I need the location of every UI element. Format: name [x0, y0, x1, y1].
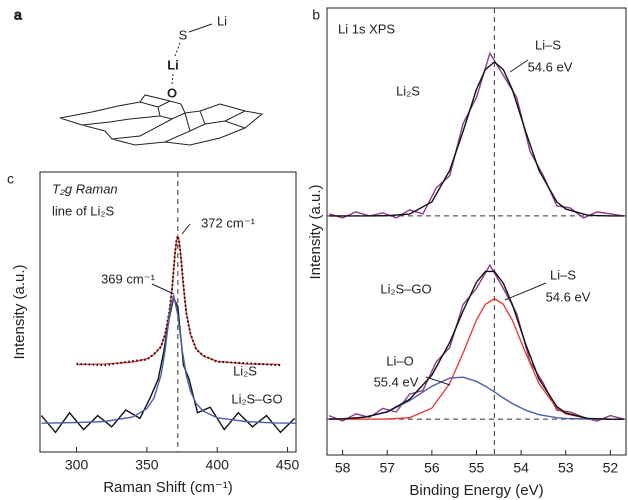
annotation: Li–S: [535, 37, 561, 52]
data-line: [329, 61, 624, 217]
annotation: Li₂S–GO: [231, 391, 282, 406]
plot-frame: [39, 171, 297, 453]
annotation: line of Li₂S: [52, 203, 114, 218]
x-tick-label: 58: [335, 460, 351, 476]
x-tick-label: 54: [513, 460, 529, 476]
data-line: [329, 297, 624, 420]
annotation: 54.6 eV: [546, 289, 591, 304]
x-tick-label: 57: [379, 460, 395, 476]
panel-label: a: [14, 7, 22, 23]
molecule-diagram: a S Li Li O: [14, 6, 264, 146]
panel-label: b: [312, 7, 320, 23]
data-line: [76, 233, 281, 366]
x-tick-label: 55: [469, 460, 485, 476]
bond: [171, 73, 174, 86]
annotation-arrow: [181, 223, 191, 235]
x-tick-label: 400: [206, 457, 230, 473]
annotation: Li 1s XPS: [338, 21, 395, 36]
annotation: Li–S: [550, 267, 576, 282]
atom-label: Li: [217, 13, 227, 28]
annotation: 55.4 eV: [374, 374, 419, 389]
data-line: [328, 263, 624, 422]
x-axis-label: Binding Energy (eV): [409, 482, 543, 499]
graphene-sheet: [59, 94, 264, 146]
data-line: [76, 235, 281, 367]
x-tick-label: 53: [558, 460, 574, 476]
annotation: 369 cm⁻¹: [101, 271, 155, 286]
atom-label: Li: [167, 57, 179, 72]
data-line: [328, 51, 624, 219]
bond: [188, 23, 213, 33]
plot-frame: [326, 7, 627, 456]
annotation: T₂g Raman: [52, 181, 118, 196]
data-line: [329, 270, 624, 420]
y-axis-label: Intensity (a.u.): [307, 184, 324, 279]
x-tick-label: 56: [424, 460, 440, 476]
annotation: 54.6 eV: [528, 59, 573, 74]
atom-label: S: [179, 27, 188, 42]
annotation: 372 cm⁻¹: [201, 215, 255, 230]
annotation: Li–O: [386, 353, 413, 368]
x-tick-label: 450: [276, 457, 300, 473]
annotation-arrow: [151, 283, 175, 295]
annotation-arrow: [509, 59, 529, 73]
annotation: Li₂S: [233, 363, 257, 378]
annotation: Li₂S: [396, 83, 420, 98]
x-tick-label: 52: [603, 460, 619, 476]
bond: [174, 42, 181, 57]
annotation: Li₂S–GO: [380, 281, 431, 296]
x-tick-label: 350: [135, 457, 159, 473]
data-line: [41, 295, 297, 424]
annotation-arrow: [504, 282, 547, 301]
annotation-arrow: [425, 376, 451, 386]
atom-label: O: [167, 85, 177, 100]
panel-label: c: [7, 171, 14, 187]
y-axis-label: Intensity (a.u.): [11, 264, 28, 359]
x-axis-label: Raman Shift (cm⁻¹): [103, 479, 233, 496]
x-tick-label: 300: [65, 457, 89, 473]
